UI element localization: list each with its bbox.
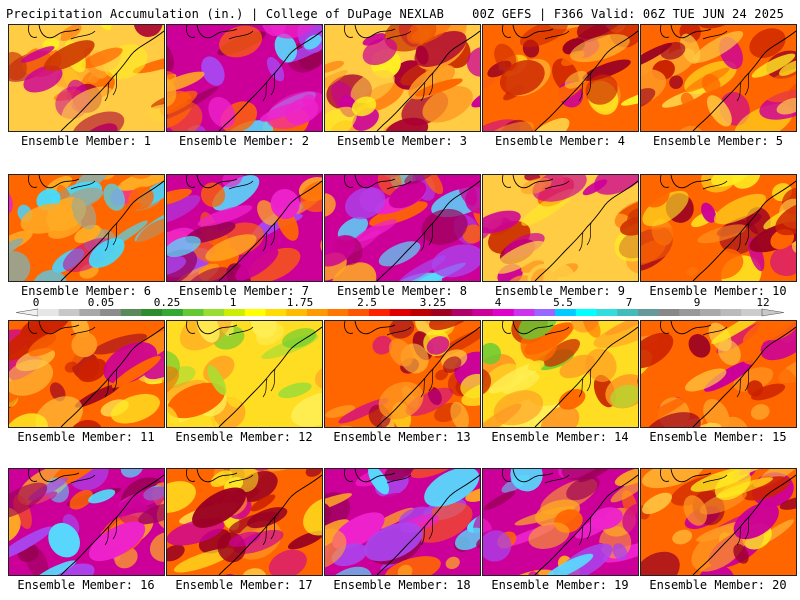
colorbar-tick-label: 5.5 xyxy=(553,296,573,309)
member-map-19 xyxy=(482,468,639,576)
member-map-18 xyxy=(324,468,481,576)
member-label-1: Ensemble Member: 1 xyxy=(20,134,152,148)
colorbar-segment xyxy=(162,309,184,316)
member-label-5: Ensemble Member: 5 xyxy=(652,134,784,148)
member-map-12 xyxy=(166,320,323,428)
colorbar-segment xyxy=(658,309,680,316)
member-map-9 xyxy=(482,174,639,282)
colorbar-segment xyxy=(120,309,142,316)
member-label-6: Ensemble Member: 6 xyxy=(20,284,152,298)
member-map-8 xyxy=(324,174,481,282)
colorbar-tick-label: 0.05 xyxy=(87,296,115,309)
colorbar-tick-label: 3.25 xyxy=(419,296,447,309)
member-map-11 xyxy=(8,320,165,428)
colorbar-segment xyxy=(327,309,349,316)
member-label-2: Ensemble Member: 2 xyxy=(178,134,310,148)
colorbar-segment xyxy=(368,309,390,316)
member-map-20 xyxy=(640,468,797,576)
colorbar-segment xyxy=(741,309,763,316)
colorbar-segment xyxy=(141,309,163,316)
member-map-1 xyxy=(8,24,165,132)
member-label-14: Ensemble Member: 14 xyxy=(491,430,629,444)
colorbar-segment xyxy=(244,309,266,316)
member-label-20: Ensemble Member: 20 xyxy=(649,578,787,592)
precipitation-colorbar xyxy=(15,308,785,317)
colorbar-segment xyxy=(410,309,432,316)
colorbar-tick-label: 0.25 xyxy=(153,296,181,309)
member-label-4: Ensemble Member: 4 xyxy=(494,134,626,148)
member-map-16 xyxy=(8,468,165,576)
member-label-8: Ensemble Member: 8 xyxy=(336,284,468,298)
colorbar-segment xyxy=(617,309,639,316)
member-map-6 xyxy=(8,174,165,282)
colorbar-segment xyxy=(286,309,308,316)
member-map-2 xyxy=(166,24,323,132)
colorbar-segment xyxy=(58,309,80,316)
colorbar-segment xyxy=(306,309,328,316)
member-map-15 xyxy=(640,320,797,428)
member-label-12: Ensemble Member: 12 xyxy=(175,430,313,444)
colorbar-segment xyxy=(265,309,287,316)
colorbar-segment xyxy=(720,309,742,316)
member-label-16: Ensemble Member: 16 xyxy=(17,578,155,592)
member-map-5 xyxy=(640,24,797,132)
colorbar-arrow-right xyxy=(761,308,785,317)
header-title-left: Precipitation Accumulation (in.) | Colle… xyxy=(6,7,445,21)
colorbar-segment xyxy=(472,309,494,316)
member-label-13: Ensemble Member: 13 xyxy=(333,430,471,444)
colorbar-tick-label: 9 xyxy=(693,296,701,309)
colorbar-segment xyxy=(679,309,701,316)
member-label-10: Ensemble Member: 10 xyxy=(649,284,787,298)
member-map-13 xyxy=(324,320,481,428)
colorbar-segment xyxy=(596,309,618,316)
member-label-3: Ensemble Member: 3 xyxy=(336,134,468,148)
colorbar-tick-label: 4 xyxy=(494,296,502,309)
colorbar-tick-label: 1 xyxy=(229,296,237,309)
member-label-7: Ensemble Member: 7 xyxy=(178,284,310,298)
colorbar-segment xyxy=(348,309,370,316)
member-label-11: Ensemble Member: 11 xyxy=(17,430,155,444)
colorbar-segment xyxy=(431,309,453,316)
colorbar-segment xyxy=(637,309,659,316)
member-map-4 xyxy=(482,24,639,132)
member-label-17: Ensemble Member: 17 xyxy=(175,578,313,592)
colorbar-tick-label: 7 xyxy=(625,296,633,309)
colorbar-tick-label: 12 xyxy=(756,296,770,309)
member-label-15: Ensemble Member: 15 xyxy=(649,430,787,444)
member-map-3 xyxy=(324,24,481,132)
colorbar-segment xyxy=(513,309,535,316)
colorbar-segment xyxy=(203,309,225,316)
colorbar-segment xyxy=(451,309,473,316)
colorbar-segment xyxy=(699,309,721,316)
colorbar-segment xyxy=(493,309,515,316)
colorbar-segment xyxy=(575,309,597,316)
colorbar-segment xyxy=(224,309,246,316)
member-map-7 xyxy=(166,174,323,282)
member-map-10 xyxy=(640,174,797,282)
member-label-9: Ensemble Member: 9 xyxy=(494,284,626,298)
colorbar-tick-label: 2.5 xyxy=(357,296,377,309)
colorbar-segment xyxy=(555,309,577,316)
colorbar-segment xyxy=(389,309,411,316)
colorbar-tick-label: 0 xyxy=(32,296,40,309)
header-title-right: 00Z GEFS | F366 Valid: 06Z TUE JUN 24 20… xyxy=(472,7,784,21)
colorbar-segment xyxy=(38,309,59,316)
colorbar-segment xyxy=(182,309,204,316)
member-map-17 xyxy=(166,468,323,576)
member-label-19: Ensemble Member: 19 xyxy=(491,578,629,592)
colorbar-arrow-left xyxy=(15,308,39,317)
colorbar-segment xyxy=(100,309,122,316)
colorbar-segment xyxy=(534,309,556,316)
member-map-14 xyxy=(482,320,639,428)
colorbar-tick-label: 1.75 xyxy=(286,296,314,309)
colorbar-segment xyxy=(79,309,101,316)
member-label-18: Ensemble Member: 18 xyxy=(333,578,471,592)
